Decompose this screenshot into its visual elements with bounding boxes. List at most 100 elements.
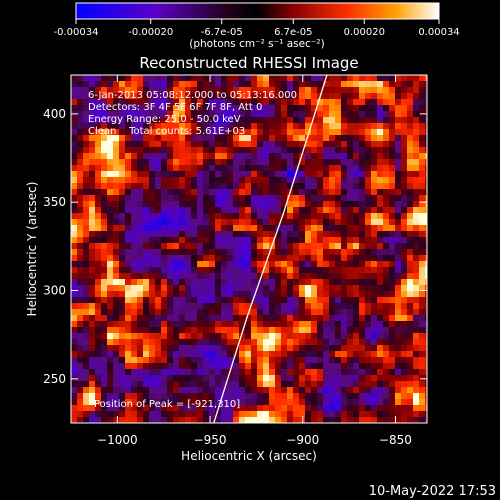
heatmap-cell <box>353 117 359 123</box>
heatmap-cell <box>281 225 287 231</box>
heatmap-cell <box>263 147 269 153</box>
heatmap-cell <box>395 309 401 315</box>
heatmap-cell <box>77 237 83 243</box>
heatmap-cell <box>263 195 269 201</box>
heatmap-cell <box>245 243 251 249</box>
heatmap-cell <box>155 387 161 393</box>
heatmap-cell <box>191 225 197 231</box>
heatmap-cell <box>305 87 311 93</box>
heatmap-cell <box>263 105 269 111</box>
heatmap-cell <box>341 117 347 123</box>
heatmap-cell <box>143 201 149 207</box>
heatmap-cell <box>89 87 95 93</box>
heatmap-cell <box>95 147 101 153</box>
heatmap-cell <box>281 357 287 363</box>
heatmap-cell <box>395 285 401 291</box>
heatmap-cell <box>239 405 245 411</box>
heatmap-cell <box>89 159 95 165</box>
heatmap-cell <box>293 189 299 195</box>
heatmap-cell <box>251 405 257 411</box>
heatmap-cell <box>245 147 251 153</box>
heatmap-cell <box>221 357 227 363</box>
heatmap-cell <box>107 225 113 231</box>
heatmap-cell <box>245 207 251 213</box>
heatmap-cell <box>149 351 155 357</box>
heatmap-cell <box>383 399 389 405</box>
heatmap-cell <box>221 141 227 147</box>
heatmap-cell <box>131 237 137 243</box>
heatmap-cell <box>83 243 89 249</box>
heatmap-cell <box>107 237 113 243</box>
heatmap-cell <box>251 297 257 303</box>
heatmap-cell <box>305 195 311 201</box>
heatmap-cell <box>107 345 113 351</box>
heatmap-cell <box>365 213 371 219</box>
heatmap-cell <box>119 165 125 171</box>
heatmap-cell <box>413 279 419 285</box>
heatmap-cell <box>329 309 335 315</box>
heatmap-cell <box>317 303 323 309</box>
heatmap-cell <box>335 321 341 327</box>
heatmap-cell <box>155 375 161 381</box>
heatmap-cell <box>161 201 167 207</box>
heatmap-cell <box>383 351 389 357</box>
heatmap-cell <box>293 99 299 105</box>
heatmap-cell <box>167 189 173 195</box>
heatmap-cell <box>179 357 185 363</box>
heatmap-cell <box>107 387 113 393</box>
heatmap-cell <box>287 135 293 141</box>
heatmap-cell <box>113 255 119 261</box>
heatmap-cell <box>263 387 269 393</box>
heatmap-cell <box>275 237 281 243</box>
heatmap-cell <box>239 237 245 243</box>
heatmap-cell <box>347 345 353 351</box>
heatmap-cell <box>227 75 233 81</box>
heatmap-cell <box>125 309 131 315</box>
heatmap-cell <box>323 267 329 273</box>
heatmap-cell <box>359 105 365 111</box>
heatmap-cell <box>191 315 197 321</box>
heatmap-cell <box>305 333 311 339</box>
heatmap-cell <box>149 111 155 117</box>
heatmap-cell <box>353 297 359 303</box>
heatmap-cell <box>401 225 407 231</box>
heatmap-cell <box>311 375 317 381</box>
heatmap-cell <box>77 159 83 165</box>
heatmap-cell <box>293 129 299 135</box>
heatmap-cell <box>143 321 149 327</box>
heatmap-cell <box>317 255 323 261</box>
heatmap-cell <box>359 309 365 315</box>
heatmap-cell <box>311 123 317 129</box>
heatmap-cell <box>389 327 395 333</box>
heatmap-cell <box>71 375 77 381</box>
heatmap-cell <box>215 237 221 243</box>
heatmap-cell <box>287 195 293 201</box>
heatmap-cell <box>305 213 311 219</box>
heatmap-cell <box>245 201 251 207</box>
heatmap-cell <box>359 189 365 195</box>
heatmap-cell <box>395 405 401 411</box>
heatmap-cell <box>419 345 425 351</box>
heatmap-cell <box>239 369 245 375</box>
heatmap-cell <box>281 381 287 387</box>
heatmap-cell <box>425 381 427 387</box>
heatmap-cell <box>275 141 281 147</box>
heatmap-cell <box>353 189 359 195</box>
heatmap-cell <box>173 141 179 147</box>
heatmap-cell <box>371 405 377 411</box>
heatmap-cell <box>305 297 311 303</box>
heatmap-cell <box>227 159 233 165</box>
heatmap-cell <box>185 123 191 129</box>
heatmap-cell <box>401 87 407 93</box>
heatmap-cell <box>365 333 371 339</box>
heatmap-cell <box>407 273 413 279</box>
heatmap-cell <box>359 369 365 375</box>
heatmap-cell <box>299 357 305 363</box>
heatmap-cell <box>131 303 137 309</box>
heatmap-cell <box>239 255 245 261</box>
heatmap-cell <box>197 165 203 171</box>
heatmap-cell <box>71 399 77 405</box>
heatmap-cell <box>371 213 377 219</box>
heatmap-cell <box>173 333 179 339</box>
heatmap-cell <box>197 237 203 243</box>
